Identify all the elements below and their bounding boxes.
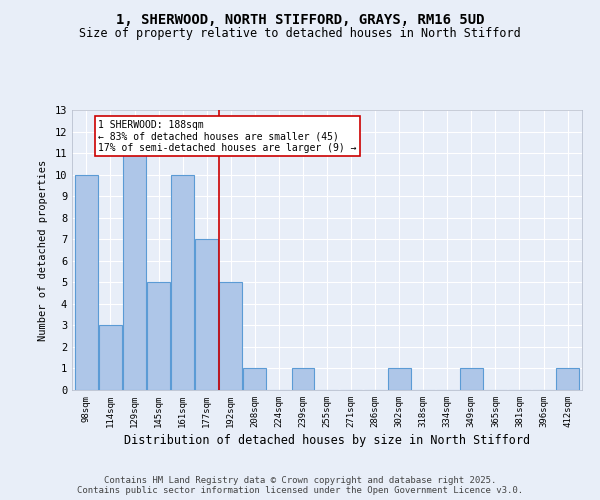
Bar bbox=[99, 326, 122, 390]
Bar bbox=[220, 282, 242, 390]
Bar bbox=[123, 153, 146, 390]
Text: Contains HM Land Registry data © Crown copyright and database right 2025.
Contai: Contains HM Land Registry data © Crown c… bbox=[77, 476, 523, 495]
Text: 1 SHERWOOD: 188sqm
← 83% of detached houses are smaller (45)
17% of semi-detache: 1 SHERWOOD: 188sqm ← 83% of detached hou… bbox=[98, 120, 357, 153]
Bar bbox=[292, 368, 314, 390]
Bar bbox=[556, 368, 579, 390]
Bar bbox=[195, 239, 218, 390]
Bar bbox=[171, 174, 194, 390]
Text: Size of property relative to detached houses in North Stifford: Size of property relative to detached ho… bbox=[79, 28, 521, 40]
Bar bbox=[388, 368, 410, 390]
Bar bbox=[244, 368, 266, 390]
X-axis label: Distribution of detached houses by size in North Stifford: Distribution of detached houses by size … bbox=[124, 434, 530, 447]
Bar bbox=[75, 174, 98, 390]
Bar bbox=[460, 368, 483, 390]
Text: 1, SHERWOOD, NORTH STIFFORD, GRAYS, RM16 5UD: 1, SHERWOOD, NORTH STIFFORD, GRAYS, RM16… bbox=[116, 12, 484, 26]
Bar bbox=[147, 282, 170, 390]
Y-axis label: Number of detached properties: Number of detached properties bbox=[38, 160, 47, 340]
